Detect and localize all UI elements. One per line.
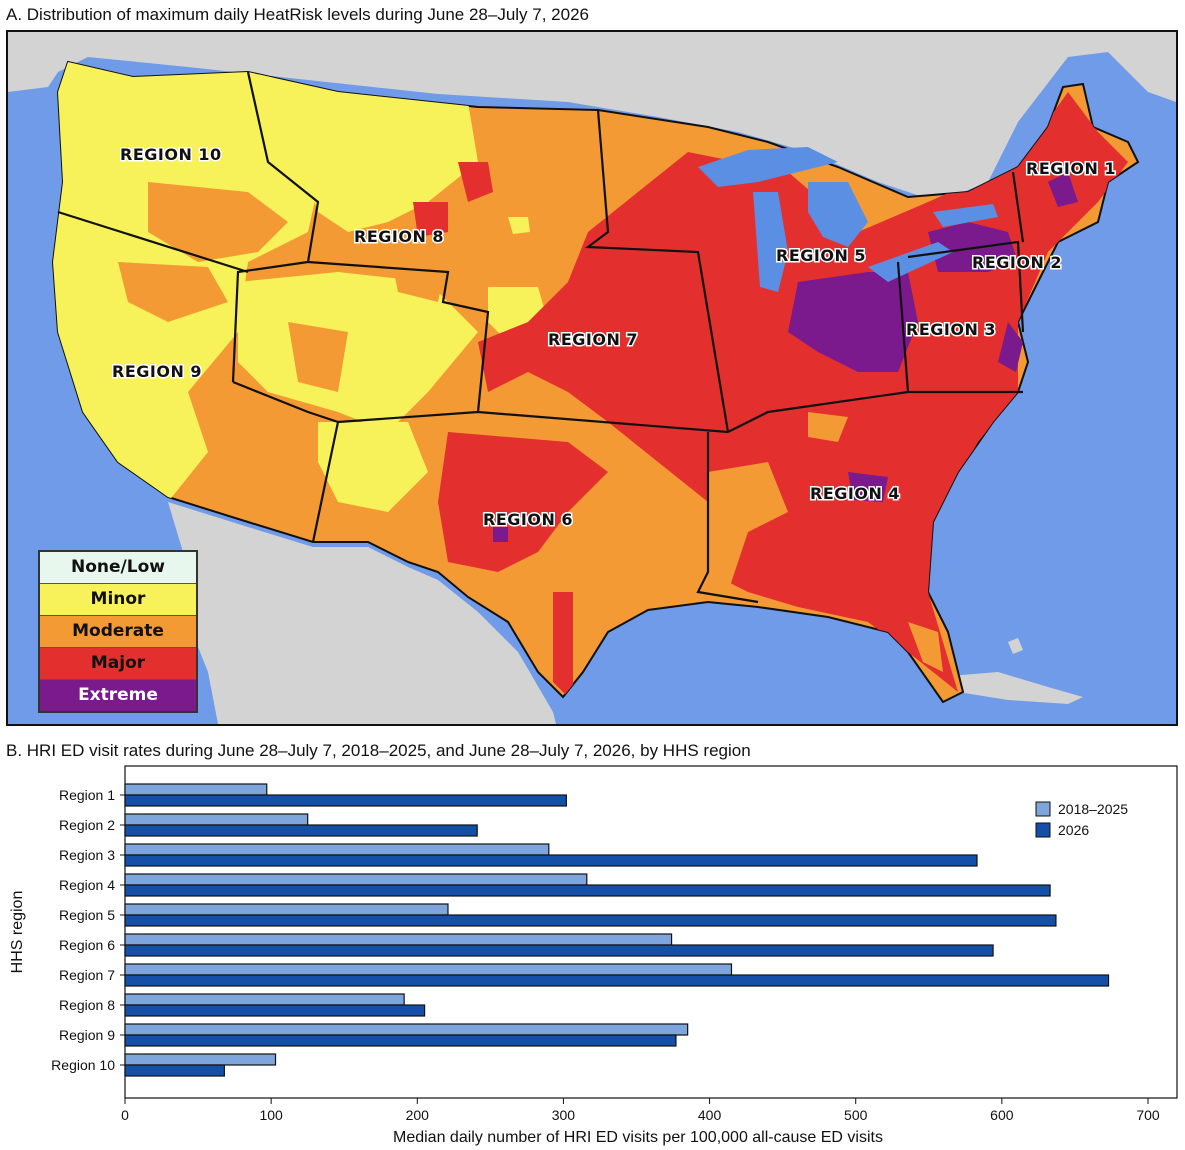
- bar-region-6-current: [124, 944, 994, 957]
- legend-swatch-current: [1035, 822, 1051, 838]
- region-label-4: REGION 4: [810, 484, 900, 503]
- region-label-3: REGION 3: [906, 320, 996, 339]
- map-canvas: REGION 10 REGION 9 REGION 8 REGION 7 REG…: [8, 32, 1176, 724]
- bar-region-10-current: [124, 1064, 225, 1077]
- bar-region-8-baseline: [124, 993, 405, 1006]
- legend-extreme: Extreme: [40, 680, 196, 711]
- y-tick-label: Region 2: [59, 817, 115, 833]
- lake-superior: [698, 147, 838, 187]
- region-label-1: REGION 1: [1026, 159, 1116, 178]
- bar-region-9-current: [124, 1034, 677, 1047]
- region-label-7: REGION 7: [548, 330, 638, 349]
- lake-erie: [868, 242, 953, 282]
- bar-region-10-baseline: [124, 1053, 277, 1066]
- heatrisk-map: REGION 10 REGION 9 REGION 8 REGION 7 REG…: [6, 30, 1178, 726]
- legend-minor: Minor: [40, 584, 196, 616]
- chart-legend: 2018–2025 2026: [1035, 801, 1128, 838]
- heatrisk-legend: None/Low Minor Moderate Major Extreme: [38, 550, 198, 713]
- x-axis-title: Median daily number of HRI ED visits per…: [393, 1129, 883, 1146]
- bahamas-land: [1008, 638, 1023, 654]
- legend-none-low: None/Low: [40, 552, 196, 584]
- bar-region-3-baseline: [124, 843, 550, 856]
- moderate-east-patches: [708, 412, 943, 672]
- x-tick-label: 100: [259, 1107, 283, 1123]
- x-tick-label: 600: [990, 1107, 1014, 1123]
- legend-label-baseline: 2018–2025: [1058, 801, 1128, 817]
- bar-region-3-current: [124, 854, 978, 867]
- x-tick-label: 400: [698, 1107, 722, 1123]
- region-labels: REGION 10 REGION 9 REGION 8 REGION 7 REG…: [111, 144, 1118, 531]
- y-axis-title: HHS region: [9, 891, 26, 974]
- bar-region-8-current: [124, 1004, 426, 1017]
- y-tick-label: Region 1: [59, 787, 115, 803]
- bar-region-2-baseline: [124, 813, 309, 826]
- region-label-9: REGION 9: [112, 362, 202, 381]
- bar-region-4-baseline: [124, 873, 588, 886]
- region-boundaries: [57, 71, 1025, 604]
- region-label-2: REGION 2: [972, 253, 1062, 272]
- bar-region-6-baseline: [124, 933, 673, 946]
- bar-region-7-current: [124, 974, 1110, 987]
- y-tick-label: Region 5: [59, 907, 115, 923]
- bar-region-5-current: [124, 914, 1057, 927]
- region-label-5: REGION 5: [776, 246, 866, 265]
- y-tick-label: Region 4: [59, 877, 115, 893]
- canada-land: [8, 32, 1176, 202]
- extreme-risk-areas: [493, 172, 1078, 542]
- bar-region-1-current: [124, 794, 567, 807]
- lake-michigan: [753, 192, 788, 292]
- x-tick-label: 0: [121, 1107, 129, 1123]
- lake-huron: [808, 182, 868, 247]
- x-tick-label: 500: [844, 1107, 868, 1123]
- region-label-8: REGION 8: [354, 227, 444, 246]
- legend-major: Major: [40, 648, 196, 680]
- moderate-risk-patches: [118, 182, 448, 392]
- bar-region-2-current: [124, 824, 478, 837]
- y-tick-label: Region 9: [59, 1027, 115, 1043]
- bar-region-1-baseline: [124, 783, 268, 796]
- bar-region-9-baseline: [124, 1023, 689, 1036]
- panel-a-title: A. Distribution of maximum daily HeatRis…: [6, 5, 589, 24]
- y-tick-label: Region 7: [59, 967, 115, 983]
- great-lakes: [698, 147, 998, 292]
- region-label-6: REGION 6: [483, 510, 573, 529]
- cuba-land: [938, 672, 1083, 704]
- legend-moderate: Moderate: [40, 616, 196, 648]
- bar-region-5-baseline: [124, 903, 449, 916]
- legend-swatch-baseline: [1035, 801, 1051, 817]
- x-axis: 0 100 200 300 400 500 600 700: [121, 1098, 1160, 1123]
- panel-b-title: B. HRI ED visit rates during June 28–Jul…: [6, 741, 751, 760]
- y-tick-label: Region 6: [59, 937, 115, 953]
- y-tick-label: Region 10: [51, 1057, 115, 1073]
- mexico-land: [168, 502, 556, 724]
- bar-region-4-current: [124, 884, 1051, 897]
- x-tick-label: 300: [552, 1107, 576, 1123]
- x-tick-label: 200: [406, 1107, 430, 1123]
- hri-bar-chart: Region 1 Region 2 Region 3 Region 4 Region 5…: [9, 765, 1178, 1146]
- bar-region-7-baseline: [124, 963, 733, 976]
- bars-layer: [124, 783, 1110, 1077]
- y-axis: Region 1 Region 2 Region 3 Region 4 Region 5…: [51, 787, 125, 1073]
- lake-ontario: [933, 204, 998, 227]
- y-tick-label: Region 8: [59, 997, 115, 1013]
- neighboring-land: [8, 32, 1176, 724]
- x-tick-label: 700: [1136, 1107, 1160, 1123]
- y-tick-label: Region 3: [59, 847, 115, 863]
- legend-label-current: 2026: [1058, 822, 1089, 838]
- region-label-10: REGION 10: [120, 145, 222, 164]
